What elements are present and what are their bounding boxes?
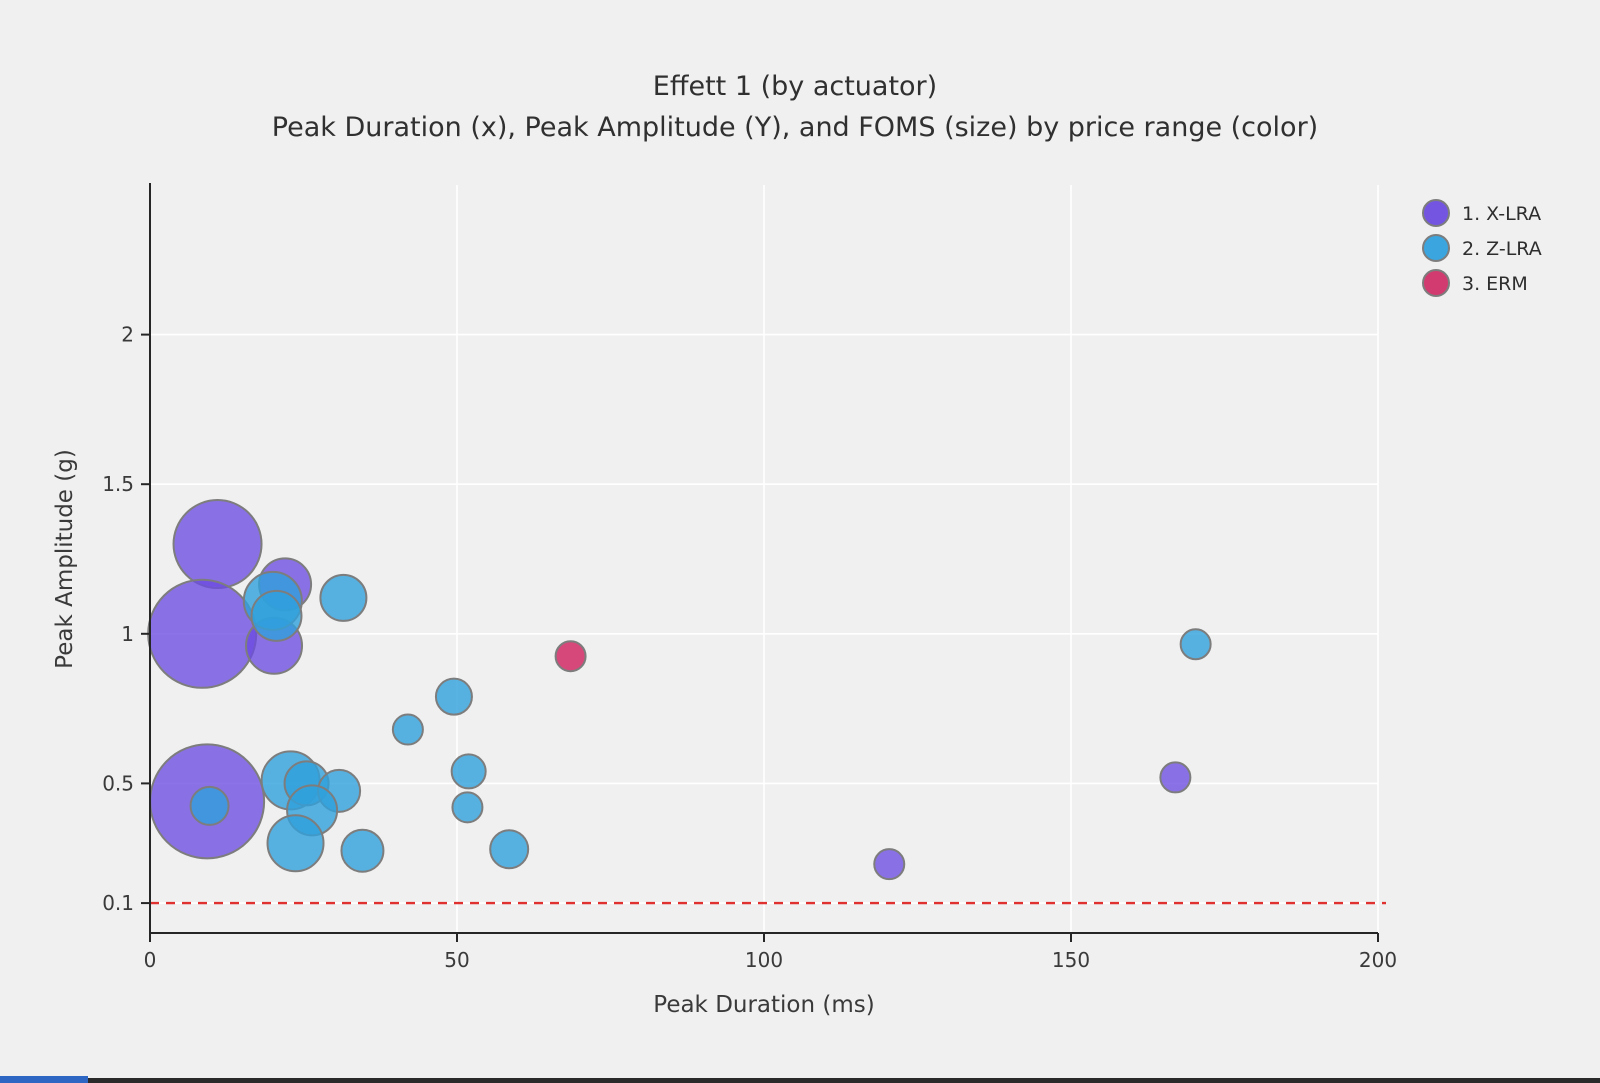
bubble-layer — [147, 499, 1386, 905]
bubble-series-1 — [873, 848, 906, 881]
y-tick-label: 0.5 — [102, 771, 134, 795]
bubble-series-2 — [189, 785, 230, 826]
bubble-series-2 — [340, 828, 385, 873]
x-tick-label: 100 — [745, 948, 783, 972]
bubble-series-2 — [434, 677, 473, 716]
y-axis-title: Peak Amplitude (g) — [52, 449, 78, 669]
bubble-series-2 — [250, 589, 303, 642]
legend-swatch-3 — [1422, 269, 1450, 297]
bubble-series-2 — [319, 573, 368, 622]
bubble-series-1 — [1159, 761, 1192, 794]
bubble-series-2 — [391, 713, 424, 746]
legend-label-3: 3. ERM — [1462, 273, 1528, 295]
legend: 1. X-LRA 2. Z-LRA 3. ERM — [1422, 199, 1542, 297]
x-tick-label: 200 — [1359, 948, 1397, 972]
bubble-series-3 — [554, 640, 587, 673]
x-tick-label: 0 — [144, 948, 157, 972]
x-axis-title: Peak Duration (ms) — [653, 992, 874, 1018]
x-tick-label: 150 — [1052, 948, 1090, 972]
bubble-series-2 — [451, 791, 484, 824]
bubble-series-2 — [266, 814, 325, 873]
chart-title-block: Effett 1 (by actuator) Peak Duration (x)… — [0, 66, 1590, 148]
legend-label-1: 1. X-LRA — [1462, 203, 1541, 225]
x-tick-label: 50 — [444, 948, 469, 972]
chart-subtitle: Peak Duration (x), Peak Amplitude (Y), a… — [271, 112, 1319, 143]
y-tick-label: 1.5 — [102, 472, 134, 496]
y-tick-label: 0.1 — [102, 891, 134, 915]
window-bottom-accent — [0, 1076, 88, 1083]
y-tick-label: 2 — [121, 323, 134, 347]
legend-label-2: 2. Z-LRA — [1462, 238, 1542, 260]
bubble-series-2 — [450, 753, 487, 790]
window-bottom-edge — [0, 1078, 1600, 1083]
axis-layer: 0 50 100 150 200 0.1 0.5 1 1.5 2 — [102, 183, 1397, 972]
legend-swatch-2 — [1422, 234, 1450, 262]
bubble-series-1 — [147, 578, 258, 689]
bubble-series-1 — [172, 499, 263, 590]
y-tick-label: 1 — [121, 622, 134, 646]
bubble-series-2 — [1179, 628, 1212, 661]
legend-swatch-1 — [1422, 199, 1450, 227]
bubble-series-2 — [489, 829, 530, 870]
chart-title: Effett 1 (by actuator) — [652, 71, 938, 102]
